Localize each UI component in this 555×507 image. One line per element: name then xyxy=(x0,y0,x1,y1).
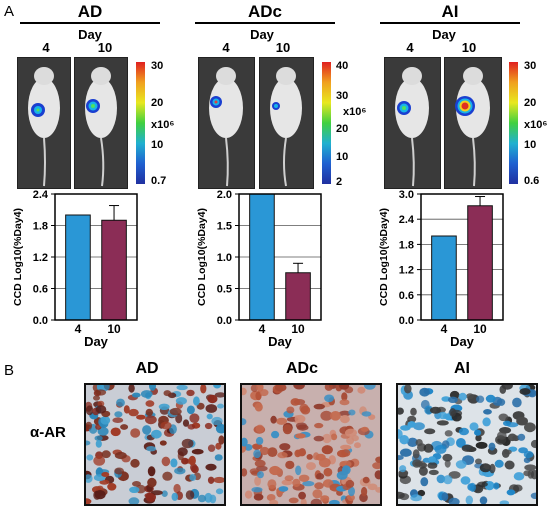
mouse-image-ad-day4 xyxy=(17,57,71,189)
bar-charts: 0.0 0.6 1.2 1.8 2.4 4 10 Day CCD Log10(%Day4) 0.0… xyxy=(0,189,555,350)
histology-texture xyxy=(242,385,380,504)
group-title-adc: ADc xyxy=(247,2,282,21)
plot-frame xyxy=(420,193,504,321)
colorbar-tick: 30 xyxy=(336,90,349,102)
y-axis-label: CCD Log10(%Day4) xyxy=(378,208,390,306)
histology-image-adc xyxy=(240,383,382,506)
colorbar-tick: 0.7 xyxy=(151,175,167,187)
x-tick-label: 10 xyxy=(107,322,121,336)
x-tick-label: 10 xyxy=(291,322,305,336)
bar-day-4 xyxy=(249,193,275,321)
colorbar-tick: 10 xyxy=(524,139,537,151)
colorbar-unit: x10⁶ xyxy=(524,119,548,131)
colorbar-tick: 2 xyxy=(336,176,343,188)
y-tick-label: 1.2 xyxy=(33,252,48,264)
day-label: Day xyxy=(250,27,274,42)
bar-day-4 xyxy=(65,214,91,321)
colorbar-tick: 20 xyxy=(336,123,349,135)
y-tick-label: 0.5 xyxy=(217,284,232,296)
histology-image-ai xyxy=(396,383,538,506)
bar-day-10 xyxy=(285,272,311,321)
mouse-image-ai-day4 xyxy=(384,57,441,189)
colorbar-tick: 30 xyxy=(524,60,537,72)
x-tick-label: 10 xyxy=(473,322,487,336)
mouse-image-ad-day10 xyxy=(74,57,128,189)
mouse-image-ai-day10 xyxy=(444,57,502,189)
colorbar-ad xyxy=(136,62,145,184)
bar-day-4 xyxy=(431,235,457,321)
plot-frame xyxy=(238,193,322,321)
y-tick-label: 3.0 xyxy=(399,189,414,201)
colorbar-tick: 0.6 xyxy=(524,175,540,187)
y-tick-label: 0.0 xyxy=(33,315,48,327)
colorbar-tick: 30 xyxy=(151,60,164,72)
alpha-ar-label: α-AR xyxy=(30,424,66,441)
panel-letter-a: A xyxy=(4,3,15,20)
y-tick-label: 2.0 xyxy=(217,189,232,201)
day-4-label: 4 xyxy=(42,40,50,55)
y-tick-label: 2.4 xyxy=(399,214,415,226)
day-10-label: 10 xyxy=(97,40,113,55)
y-tick-label: 0.6 xyxy=(33,284,48,296)
panel-letter-b: B xyxy=(4,362,15,379)
histology-title-ad: AD xyxy=(135,360,159,377)
colorbar-tick: 10 xyxy=(151,139,164,151)
colorbar-tick: 20 xyxy=(524,97,537,109)
histology-texture xyxy=(86,385,224,504)
day-label: Day xyxy=(432,27,456,42)
y-tick-label: 2.4 xyxy=(33,189,49,201)
group-underline xyxy=(380,22,520,24)
histology-image-ad xyxy=(84,383,226,506)
bar-day-10 xyxy=(467,205,493,321)
colorbar-tick: 10 xyxy=(336,151,349,163)
day-10-label: 10 xyxy=(461,40,477,55)
group-underline xyxy=(20,22,160,24)
day-4-label: 4 xyxy=(406,40,414,55)
y-axis-label: CCD Log10(%Day4) xyxy=(12,208,24,306)
histology-title-adc: ADc xyxy=(285,360,318,377)
day-4-label: 4 xyxy=(222,40,230,55)
y-tick-label: 0.0 xyxy=(399,315,414,327)
colorbar-tick: 40 xyxy=(336,60,349,72)
y-tick-label: 1.8 xyxy=(33,221,48,233)
x-axis-label: Day xyxy=(450,334,475,349)
y-tick-label: 0.6 xyxy=(399,290,414,302)
y-tick-label: 0.0 xyxy=(217,315,232,327)
plot-frame xyxy=(54,193,138,321)
histology-texture xyxy=(398,385,536,504)
y-tick-label: 1.2 xyxy=(399,265,414,277)
group-underline xyxy=(195,22,335,24)
bar-day-10 xyxy=(101,219,127,321)
colorbar-ai xyxy=(509,62,518,184)
day-10-label: 10 xyxy=(275,40,291,55)
y-tick-label: 1.0 xyxy=(217,252,232,264)
colorbar-adc xyxy=(322,62,331,184)
colorbar-unit: x10⁶ xyxy=(343,106,367,118)
day-label: Day xyxy=(78,27,102,42)
mouse-image-adc-day10 xyxy=(259,57,314,189)
x-tick-label: 4 xyxy=(259,322,266,336)
y-tick-label: 1.5 xyxy=(217,221,232,233)
group-title-ad: AD xyxy=(77,2,103,21)
x-axis-label: Day xyxy=(84,334,109,349)
colorbar-unit: x10⁶ xyxy=(151,119,175,131)
x-axis-label: Day xyxy=(268,334,293,349)
group-title-ai: AI xyxy=(441,2,459,21)
colorbar-tick: 20 xyxy=(151,97,164,109)
y-tick-label: 1.8 xyxy=(399,239,414,251)
histology-title-ai: AI xyxy=(454,360,470,377)
y-axis-label: CCD Log10(%Day4) xyxy=(196,208,208,306)
x-tick-label: 4 xyxy=(441,322,448,336)
x-tick-label: 4 xyxy=(75,322,82,336)
mouse-image-adc-day4 xyxy=(198,57,255,189)
